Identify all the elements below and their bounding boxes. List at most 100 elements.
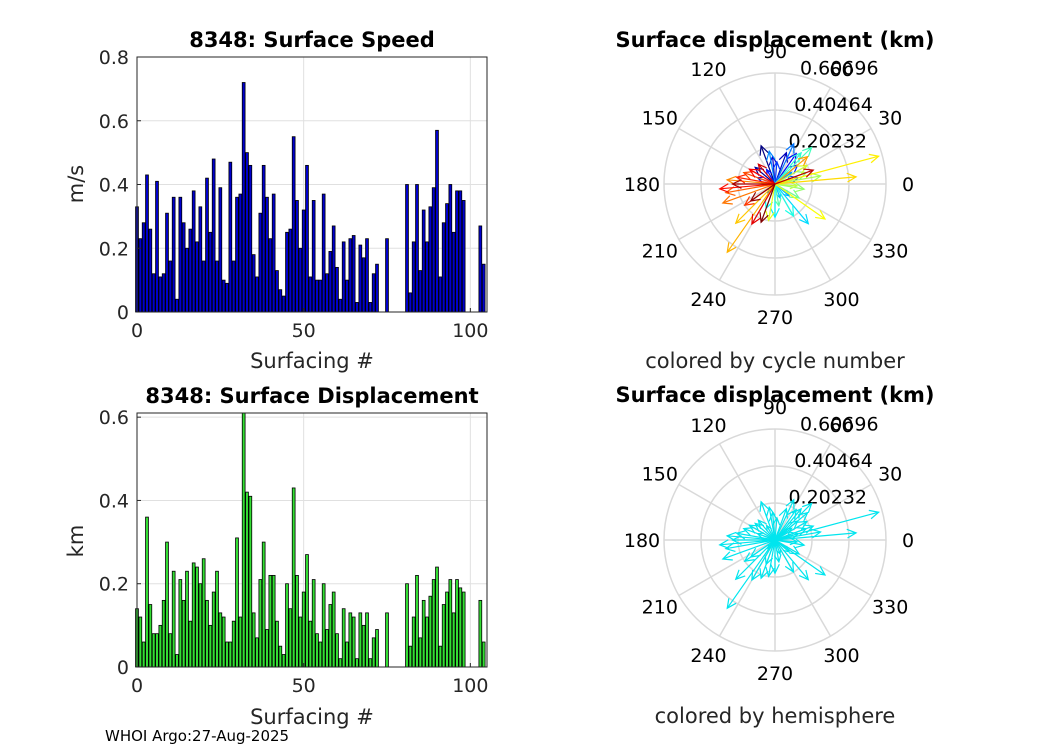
polar-cycle-arrow-shaft <box>774 183 795 217</box>
polar-cycle-range-label: 0.60696 <box>800 57 879 79</box>
polar-cycle-arrow-shaft <box>749 168 776 185</box>
speed-bar <box>281 295 286 313</box>
displacement-axes-frame <box>136 412 488 668</box>
polar-hemisphere-arrow-shaft <box>719 539 776 546</box>
polar-cycle-arrow-shaft <box>726 183 776 253</box>
polar-cycle-spoke <box>678 183 776 241</box>
displacement-bar <box>205 599 209 668</box>
displacement-bar <box>408 645 413 668</box>
speed-bar <box>178 196 183 313</box>
displacement-bar <box>198 583 203 668</box>
polar-hemisphere-arrow-shaft <box>774 502 813 541</box>
displacement-bar <box>221 616 226 668</box>
displacement-bar <box>158 624 163 668</box>
polar-hemisphere-arrow-head <box>772 516 781 526</box>
polar-hemisphere-arrow-head <box>797 511 809 523</box>
polar-hemisphere-arrow-shaft <box>727 535 776 541</box>
polar-hemisphere-arrow-head <box>784 527 793 535</box>
polar-hemisphere-angle-label: 120 <box>690 415 726 437</box>
displacement-bar <box>341 608 346 668</box>
polar-hemisphere-arrow-head <box>846 528 858 539</box>
displacement-bar <box>251 612 256 668</box>
speed-bar <box>295 200 299 313</box>
displacement-title: 8348: Surface Displacement <box>145 384 478 408</box>
speed-bar <box>261 164 266 313</box>
speed-bar <box>308 276 313 313</box>
polar-cycle-arrow-head <box>742 171 754 181</box>
speed-bar <box>265 196 269 313</box>
speed-bar <box>365 238 369 313</box>
polar-cycle-arrow-head <box>794 182 806 193</box>
speed-bar <box>138 238 143 313</box>
displacement-bar <box>238 616 243 668</box>
polar-hemisphere-arrow-head <box>810 528 822 539</box>
displacement-bar <box>138 616 143 668</box>
polar-cycle-arrow-head <box>784 171 793 179</box>
speed-ytick-label: 0.6 <box>99 111 129 133</box>
speed-bar <box>478 225 483 313</box>
speed-bar <box>278 289 283 313</box>
polar-cycle-arrow-head <box>797 164 809 175</box>
polar-hemisphere-arrow-head <box>797 520 809 531</box>
speed-bar <box>191 190 196 313</box>
polar-cycle-arrow-shaft <box>774 169 814 185</box>
polar-cycle-angle-label: 270 <box>757 307 793 329</box>
speed-bar <box>345 279 349 313</box>
displacement-bar <box>421 599 426 668</box>
polar-cycle-angle-label: 120 <box>690 59 726 81</box>
displacement-bar <box>291 487 296 668</box>
speed-bar <box>155 180 159 313</box>
speed-bar <box>208 231 213 313</box>
displacement-bar <box>231 620 236 668</box>
displacement-bar <box>371 637 376 668</box>
polar-cycle-arrow-shaft <box>736 176 776 185</box>
displacement-bar <box>201 558 206 668</box>
polar-hemisphere-arrow-head <box>754 522 765 532</box>
speed-ytick-label: 0.2 <box>99 238 129 260</box>
polar-hemisphere-arrow-shaft <box>760 539 776 579</box>
displacement-bar <box>161 599 166 668</box>
polar-hemisphere-arrow-head <box>785 498 795 510</box>
polar-cycle-arrow-head <box>868 153 880 164</box>
polar-hemisphere-angle-label: 300 <box>823 645 859 667</box>
speed-xtick-label: 50 <box>292 320 316 342</box>
polar-hemisphere-arrow-shaft <box>751 539 776 581</box>
polar-cycle-arrow-head <box>724 186 736 196</box>
displacement-bar <box>191 562 196 668</box>
polar-hemisphere-angle-label: 180 <box>624 530 660 552</box>
displacement-bar <box>225 641 229 668</box>
polar-hemisphere-arrow-shaft <box>726 539 776 609</box>
speed-bar <box>418 270 423 313</box>
polar-cycle-arrow-shaft <box>757 163 776 185</box>
polar-hemisphere-arrow-shaft <box>774 539 795 573</box>
speed-bar <box>408 292 413 313</box>
speed-bar <box>331 225 336 313</box>
speed-bar <box>428 206 433 313</box>
polar-hemisphere-arrow-head <box>731 535 742 545</box>
displacement-bar <box>285 583 289 668</box>
polar-hemisphere-arrow-head <box>765 566 775 578</box>
polar-hemisphere-arrow-shaft <box>735 539 776 580</box>
speed-bar <box>248 164 253 313</box>
displacement-bar <box>165 541 169 668</box>
displacement-bar <box>338 658 343 668</box>
polar-cycle-title: Surface displacement (km) <box>615 28 934 52</box>
speed-bar <box>338 298 343 313</box>
speed-bar <box>215 260 219 313</box>
speed-bar <box>181 222 186 313</box>
polar-hemisphere-arrow-head <box>721 551 733 561</box>
displacement-bar <box>188 620 193 668</box>
polar-cycle-angle-label: 240 <box>690 289 726 311</box>
polar-cycle-arrow-shaft <box>725 183 776 194</box>
polar-cycle-angle-label: 330 <box>872 241 908 263</box>
polar-hemisphere-arrow-shaft <box>774 517 778 541</box>
polar-cycle-angle-label: 300 <box>823 289 859 311</box>
footer-credit: WHOI Argo:27-Aug-2025 <box>105 727 289 745</box>
displacement-bar <box>405 583 409 668</box>
speed-bar <box>195 241 199 313</box>
polar-hemisphere-spoke <box>678 539 776 597</box>
speed-bar <box>481 263 486 313</box>
displacement-bar <box>345 641 349 668</box>
polar-hemisphere-title: Surface displacement (km) <box>615 383 934 407</box>
speed-bar <box>431 187 436 313</box>
